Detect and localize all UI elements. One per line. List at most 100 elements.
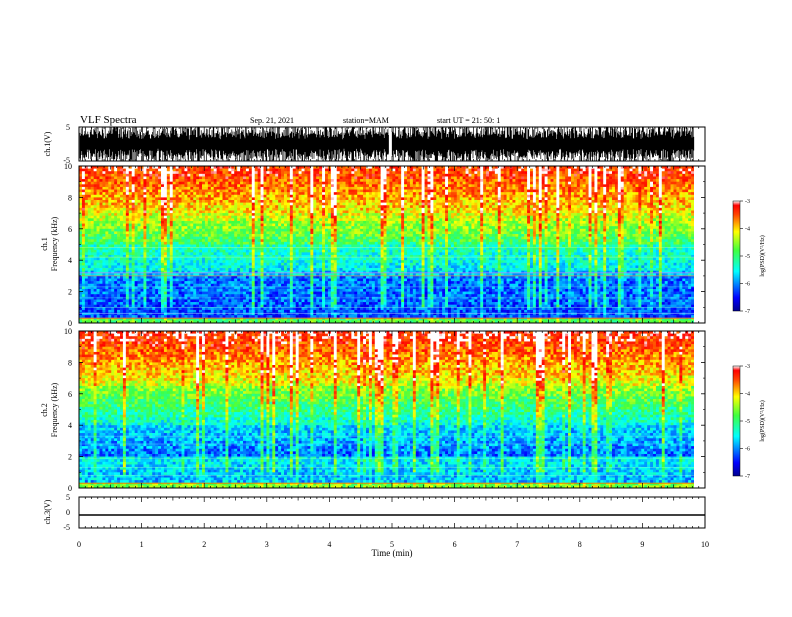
spectrogram-cell (340, 213, 343, 216)
spectrogram-cell (498, 221, 501, 224)
spectrogram-cell (310, 216, 313, 219)
spectrogram-cell (167, 213, 170, 216)
spectrogram-cell (199, 174, 202, 177)
spectrogram-cell (237, 200, 240, 203)
spectrogram-cell (91, 174, 94, 177)
spectrogram-cell (305, 218, 308, 221)
spectrogram-cell (184, 187, 187, 190)
spectrogram-cell (492, 224, 495, 227)
spectrogram-cell (641, 192, 644, 195)
spectrogram-cell (460, 182, 463, 185)
spectrogram-cell (193, 208, 196, 211)
spectrogram-cell (141, 179, 144, 182)
spectrogram-cell (240, 205, 243, 208)
spectrogram-cell (152, 197, 155, 200)
spectrogram-cell (372, 200, 375, 203)
spectrogram-cell (518, 176, 521, 179)
spectrogram-cell (190, 226, 193, 229)
spectrogram-cell (138, 192, 141, 195)
spectrogram-cell (559, 200, 562, 203)
spectrogram-cell (143, 195, 146, 198)
spectrogram-cell (123, 221, 126, 224)
spectrogram-cell (129, 221, 132, 224)
spectrogram-cell (126, 184, 129, 187)
spectrogram-cell (149, 203, 152, 206)
spectrogram-cell (184, 197, 187, 200)
spectrogram-cell (100, 184, 103, 187)
spectrogram-cell (287, 218, 290, 221)
spectrogram-cell (334, 171, 337, 174)
spectrogram-cell (164, 208, 167, 211)
spectrogram-cell (299, 205, 302, 208)
spectrogram-cell (114, 226, 117, 229)
spectrogram-cell (340, 208, 343, 211)
spectrogram-cell (413, 203, 416, 206)
spectrogram-cell (477, 205, 480, 208)
spectrogram-cell (155, 174, 158, 177)
spectrogram-cell (436, 216, 439, 219)
spectrogram-cell (586, 192, 589, 195)
spectrogram-cell (413, 216, 416, 219)
spectrogram-cell (246, 187, 249, 190)
spectrogram-cell (553, 184, 556, 187)
spectrogram-cell (510, 176, 513, 179)
spectrogram-cell (129, 171, 132, 174)
spectrogram-cell (597, 182, 600, 185)
spectrogram-cell (483, 182, 486, 185)
spectrogram-cell (665, 190, 668, 193)
spectrogram-cell (474, 171, 477, 174)
spectrogram-cell (343, 184, 346, 187)
spectrogram-cell (220, 226, 223, 229)
spectrogram-cell (102, 208, 105, 211)
spectrogram-cell (193, 195, 196, 198)
spectrogram-cell (173, 174, 176, 177)
spectrogram-cell (325, 184, 328, 187)
spectrogram-cell (108, 200, 111, 203)
spectrogram-cell (196, 176, 199, 179)
spectrogram-cell (416, 184, 419, 187)
spectrogram-cell (85, 195, 88, 198)
spectrogram-cell (261, 190, 264, 193)
spectrogram-cell (644, 187, 647, 190)
spectrogram-cell (223, 224, 226, 227)
spectrogram-cell (246, 200, 249, 203)
spectrogram-cell (97, 213, 100, 216)
spectrogram-cell (600, 224, 603, 227)
spectrogram-cell (477, 226, 480, 229)
spectrogram-cell (223, 197, 226, 200)
spectrogram-cell (269, 208, 272, 211)
spectrogram-cell (299, 184, 302, 187)
spectrogram-cell (539, 182, 542, 185)
spectrogram-cell (413, 200, 416, 203)
spectrogram-cell (120, 184, 123, 187)
spectrogram-cell (94, 218, 97, 221)
spectrogram-cell (460, 187, 463, 190)
spectrogram-cell (483, 171, 486, 174)
spectrogram-cell (319, 171, 322, 174)
spectrogram-cell (407, 176, 410, 179)
spectrogram-cell (594, 187, 597, 190)
spectrogram-cell (237, 221, 240, 224)
spectrogram-cell (155, 187, 158, 190)
spectrogram-cell (360, 182, 363, 185)
spectrogram-cell (331, 174, 334, 177)
spectrogram-cell (305, 203, 308, 206)
spectrogram-cell (275, 179, 278, 182)
spectrogram-cell (182, 192, 185, 195)
spectrogram-cell (568, 184, 571, 187)
spectrogram-cell (451, 226, 454, 229)
spectrogram-cell (589, 197, 592, 200)
spectrogram-cell (521, 192, 524, 195)
spectrogram-cell (302, 179, 305, 182)
spectrogram-cell (387, 179, 390, 182)
spectrogram-cell (448, 226, 451, 229)
spectrogram-cell (662, 169, 665, 172)
spectrogram-cell (132, 210, 135, 213)
spectrogram-cell (217, 224, 220, 227)
spectrogram-cell (422, 226, 425, 229)
spectrogram-cell (457, 190, 460, 193)
spectrogram-cell (372, 210, 375, 213)
spectrogram-cell (354, 224, 357, 227)
spectrogram-cell (671, 179, 674, 182)
spectrogram-cell (635, 179, 638, 182)
